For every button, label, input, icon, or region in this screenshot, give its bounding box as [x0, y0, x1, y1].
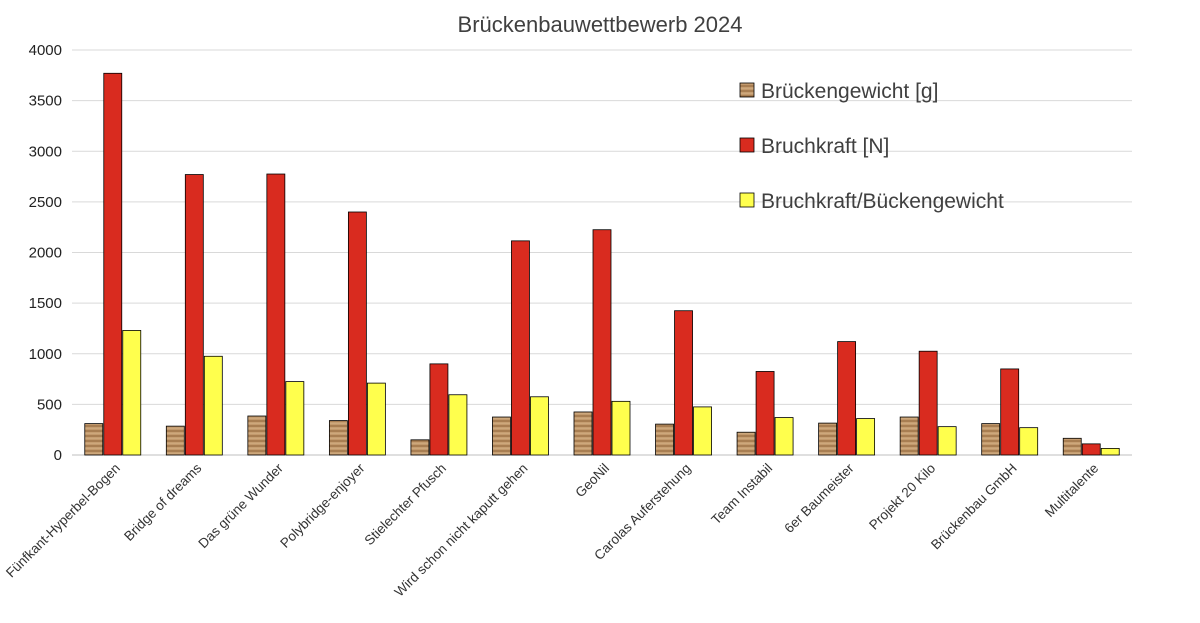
bar-3-9: [774, 417, 794, 456]
legend-label: Bruchkraft [N]: [761, 135, 889, 158]
bar-1-8: [655, 423, 674, 456]
x-tick-label: Wird schon nicht kaputt gehen: [392, 461, 531, 600]
bar-3-11: [937, 426, 957, 456]
bar-3-1: [122, 330, 142, 456]
bar-1-12: [981, 423, 1001, 456]
y-tick-label: 0: [54, 447, 62, 464]
bar-1-6: [492, 416, 511, 456]
bar-3-6: [530, 396, 549, 456]
legend-label: Brückengewicht [g]: [761, 80, 938, 103]
y-axis: 0 500 1000 1500 2000 2500 3000 3500 4000: [29, 42, 62, 464]
x-tick-label: Brückenbau GmbH: [928, 461, 1020, 553]
bar-2-4: [347, 211, 367, 456]
bar-2-10: [837, 341, 857, 456]
x-tick-label: Polybridge-enjoyer: [277, 460, 368, 551]
bar-2-1: [103, 72, 123, 456]
bar-3-13: [1100, 448, 1120, 456]
bar-1-2: [165, 425, 185, 456]
bar-1-7: [573, 411, 593, 456]
bar-2-6: [511, 240, 530, 456]
bar-2-8: [674, 310, 693, 456]
y-tick-label: 3500: [29, 93, 62, 110]
x-tick-label: Das grüne Wunder: [195, 460, 286, 551]
y-tick-label: 1500: [29, 295, 62, 312]
bar-3-8: [693, 406, 712, 456]
legend-label: Bruchkraft/Bückengewicht: [761, 190, 1004, 213]
x-tick-label: Stielechter Pfusch: [361, 461, 449, 549]
legend: Brückengewicht [g] Bruchkraft [N] Bruchkra…: [739, 80, 1004, 213]
bar-2-9: [755, 371, 775, 456]
y-tick-label: 500: [37, 396, 62, 413]
bar-3-4: [366, 382, 386, 456]
legend-swatch: [739, 137, 755, 153]
x-tick-label: Fünfkant-Hyperbel-Bogen: [3, 461, 123, 581]
bar-3-5: [448, 394, 468, 456]
x-tick-label: 6er Baumeister: [781, 460, 857, 536]
bar-1-3: [247, 415, 267, 456]
x-tick-label: Multitalente: [1042, 461, 1101, 520]
bar-1-13: [1062, 437, 1082, 456]
bar-2-11: [918, 350, 938, 456]
bar-3-2: [203, 355, 223, 456]
bar-1-9: [736, 431, 756, 456]
bar-2-7: [592, 229, 612, 456]
x-tick-label: Projekt 20 Kilo: [866, 461, 938, 533]
y-tick-label: 1000: [29, 346, 62, 363]
y-tick-label: 4000: [29, 42, 62, 59]
y-tick-label: 2500: [29, 194, 62, 211]
bar-2-13: [1081, 443, 1101, 456]
legend-swatch: [739, 82, 755, 98]
bar-2-3: [266, 173, 286, 456]
bar-2-2: [184, 174, 204, 456]
bar-1-11: [899, 416, 919, 456]
y-tick-label: 3000: [29, 143, 62, 160]
x-tick-label: Bridge of dreams: [121, 460, 204, 543]
bar-1-4: [328, 420, 348, 456]
bar-3-3: [285, 381, 305, 456]
bars: [84, 72, 1120, 456]
bar-2-12: [1000, 368, 1020, 456]
bar-3-12: [1019, 427, 1039, 456]
bar-3-10: [856, 418, 876, 456]
chart-title: Brückenbauwettbewerb 2024: [458, 12, 743, 37]
bar-3-7: [611, 400, 631, 456]
x-tick-label: GeoNil: [572, 461, 612, 501]
x-tick-label: Team Instabil: [708, 461, 775, 528]
legend-swatch: [739, 192, 755, 208]
bar-1-10: [818, 422, 838, 456]
y-tick-label: 2000: [29, 245, 62, 262]
bar-1-1: [84, 423, 104, 456]
bar-1-5: [410, 439, 430, 456]
bar-2-5: [429, 363, 449, 456]
